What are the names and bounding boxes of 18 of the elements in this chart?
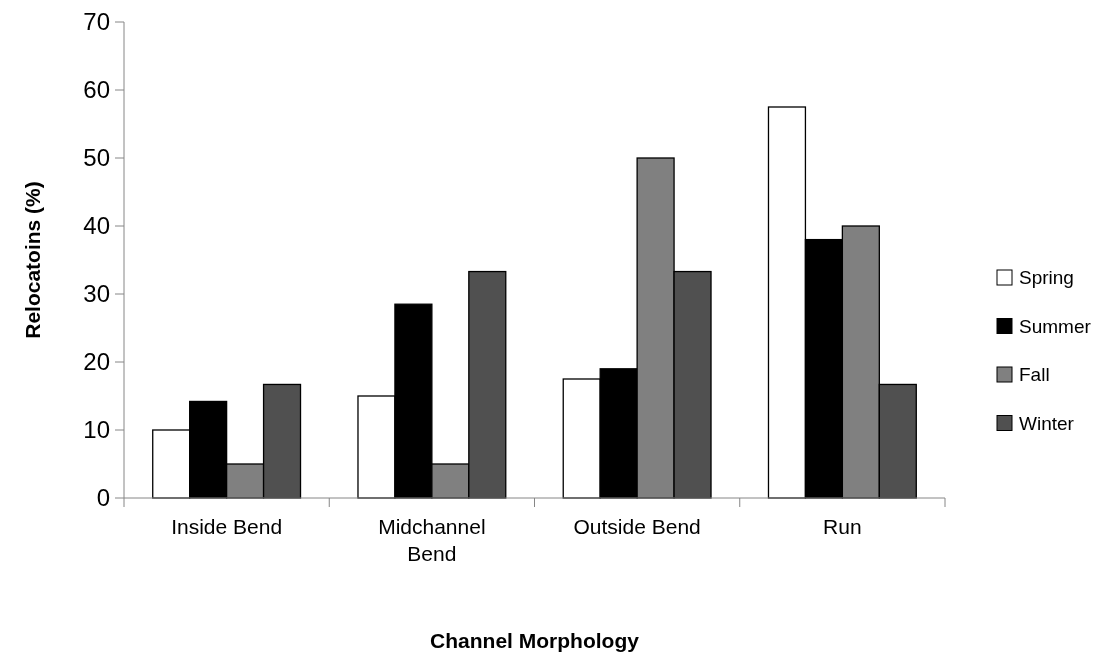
y-tick-label: 40: [83, 212, 110, 240]
y-tick-label: 50: [83, 144, 110, 172]
legend-label: Summer: [1019, 315, 1092, 337]
x-axis-title: Channel Morphology: [430, 629, 640, 652]
x-tick-label: Midchannel Bend: [378, 515, 486, 565]
y-tick-label: 10: [83, 416, 110, 444]
y-tick-label: 30: [83, 280, 110, 308]
y-axis-title: Relocatoins (%): [21, 181, 44, 339]
y-tick-label: 60: [83, 76, 110, 104]
y-tick-label: 70: [83, 8, 110, 36]
y-tick-label: 0: [96, 484, 110, 512]
legend-label: Spring: [1019, 267, 1074, 288]
x-tick-label: Run: [823, 515, 862, 538]
x-tick-label: Inside Bend: [171, 515, 283, 538]
legend-label: Fall: [1019, 364, 1050, 385]
y-tick-label: 20: [83, 348, 110, 376]
legend-label: Winter: [1019, 412, 1075, 434]
x-tick-label: Outside Bend: [573, 515, 701, 538]
